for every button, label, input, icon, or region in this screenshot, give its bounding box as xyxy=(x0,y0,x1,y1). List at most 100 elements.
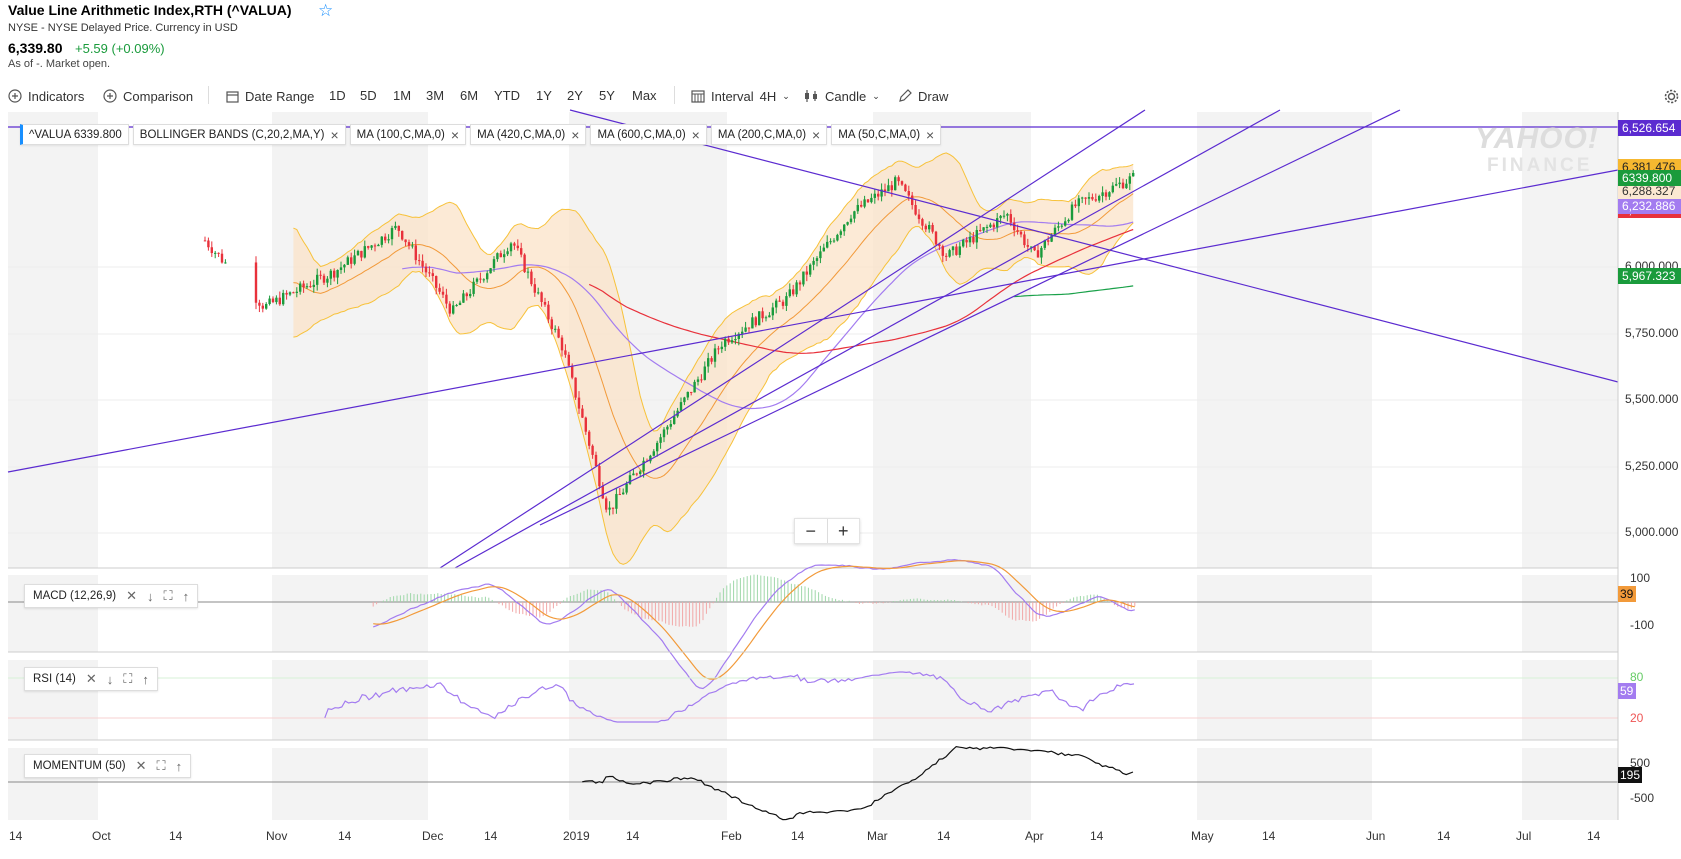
legend-ma-200[interactable]: MA (200,C,MA,0) × xyxy=(710,124,828,145)
arrow-up-icon[interactable]: ↑ xyxy=(182,588,190,604)
close-icon[interactable]: × xyxy=(450,126,460,143)
bollinger-upper-line xyxy=(293,152,1134,432)
trend-line[interactable] xyxy=(439,109,1146,569)
candle-body xyxy=(1084,197,1087,199)
macd-line xyxy=(373,558,1135,690)
legend-ma-600[interactable]: MA (600,C,MA,0) × xyxy=(590,124,707,145)
candle-body xyxy=(615,494,618,509)
month-stripe xyxy=(272,660,428,740)
close-icon[interactable]: ✕ xyxy=(85,671,97,686)
legend-series[interactable]: ^VALUA 6339.800 xyxy=(20,124,129,145)
close-icon[interactable]: ✕ xyxy=(135,758,147,773)
candle-body xyxy=(669,424,672,427)
range-1m[interactable]: 1M xyxy=(393,88,412,103)
legend-label: MA (200,C,MA,0) xyxy=(717,128,807,141)
candle-body xyxy=(894,177,897,191)
range-1d[interactable]: 1D xyxy=(329,88,346,103)
trend-line[interactable] xyxy=(7,169,1619,473)
candle-body xyxy=(353,255,356,264)
candle-body xyxy=(673,416,676,425)
candle-body xyxy=(441,291,445,295)
trend-line[interactable] xyxy=(539,109,1401,526)
candle-body xyxy=(581,408,584,418)
candle-body xyxy=(788,289,791,297)
legend-ma-100[interactable]: MA (100,C,MA,0) × xyxy=(349,124,467,145)
chart-type-label: Candle xyxy=(825,88,867,104)
favorite-star-icon[interactable]: ☆ xyxy=(318,1,334,20)
comparison-label: Comparison xyxy=(123,88,194,104)
range-5y[interactable]: 5Y xyxy=(599,88,615,103)
candle-body xyxy=(856,204,859,212)
candle-body xyxy=(265,304,268,309)
legend-bollinger[interactable]: BOLLINGER BANDS (C,20,2,MA,Y) × xyxy=(132,124,346,145)
zoom-out-button[interactable]: − xyxy=(795,519,828,543)
close-icon[interactable]: × xyxy=(926,126,935,143)
close-icon[interactable]: × xyxy=(812,126,821,143)
expand-icon[interactable]: ⛶ xyxy=(123,671,133,686)
legend-ma-50[interactable]: MA (50,C,MA,0) × xyxy=(831,124,942,145)
comparison-button[interactable]: Comparison xyxy=(103,86,193,106)
range-5d[interactable]: 5D xyxy=(360,88,377,103)
candle-body xyxy=(271,298,275,303)
close-icon[interactable]: × xyxy=(691,126,700,143)
close-icon[interactable]: × xyxy=(571,126,580,143)
close-icon[interactable]: × xyxy=(330,126,339,143)
exchange-info: NYSE - NYSE Delayed Price. Currency in U… xyxy=(8,22,238,34)
candle-body xyxy=(367,246,370,248)
range-max[interactable]: Max xyxy=(632,88,657,103)
range-6m[interactable]: 6M xyxy=(460,88,479,103)
rsi-line xyxy=(324,671,1135,723)
arrow-up-icon[interactable]: ↑ xyxy=(142,671,149,687)
expand-icon[interactable]: ⛶ xyxy=(163,588,173,603)
candle-body xyxy=(574,377,577,398)
indicators-button[interactable]: Indicators xyxy=(8,86,84,106)
legend-ma-420[interactable]: MA (420,C,MA,0) × xyxy=(470,124,587,145)
legend-label: ^VALUA 6339.800 xyxy=(29,128,122,141)
trend-line[interactable] xyxy=(454,109,1281,569)
trend-line[interactable] xyxy=(569,109,1619,383)
candle-body xyxy=(628,475,632,484)
candle-body xyxy=(618,494,621,496)
close-icon[interactable]: ✕ xyxy=(126,588,137,603)
arrow-down-icon[interactable]: ↓ xyxy=(147,588,154,604)
candle-body xyxy=(1002,215,1006,217)
candle-body xyxy=(829,241,832,243)
date-range-button[interactable]: Date Range xyxy=(226,86,314,106)
candle-body xyxy=(506,251,509,255)
candle-body xyxy=(934,231,938,245)
draw-button[interactable]: Draw xyxy=(898,86,948,106)
candle-body xyxy=(516,245,519,249)
candle-body xyxy=(639,471,642,474)
settings-button[interactable] xyxy=(1664,86,1679,106)
arrow-up-icon[interactable]: ↑ xyxy=(175,758,183,774)
candle-body xyxy=(278,297,281,305)
candle-body xyxy=(302,283,305,288)
range-3m[interactable]: 3M xyxy=(426,88,445,103)
expand-icon[interactable]: ⛶ xyxy=(156,758,166,773)
arrow-down-icon[interactable]: ↓ xyxy=(106,671,114,687)
zoom-in-button[interactable]: + xyxy=(837,520,849,541)
candle-body xyxy=(917,214,921,220)
x-axis-label: Dec xyxy=(422,829,444,843)
plus-circle-icon xyxy=(103,89,117,103)
candle-body xyxy=(754,317,757,326)
candle-body xyxy=(329,270,332,279)
chart-type-dropdown[interactable]: Candle ⌄ xyxy=(803,86,880,106)
last-price: 6,339.80 xyxy=(8,40,63,56)
range-1y[interactable]: 1Y xyxy=(536,88,552,103)
candle-body xyxy=(1047,240,1050,242)
candle-body xyxy=(258,302,261,306)
range-2y[interactable]: 2Y xyxy=(567,88,583,103)
candle-body xyxy=(1115,184,1118,186)
range-ytd[interactable]: YTD xyxy=(494,88,520,103)
draw-label: Draw xyxy=(918,88,949,104)
momentum-axis-top: 500 xyxy=(1630,756,1651,770)
candle-body xyxy=(870,197,873,203)
candle-body xyxy=(744,327,747,332)
month-stripe xyxy=(1522,112,1618,568)
candle-body xyxy=(292,292,295,294)
candle-body xyxy=(883,189,887,192)
candle-body xyxy=(798,282,802,285)
interval-dropdown[interactable]: Interval 4H ⌄ xyxy=(691,86,790,106)
